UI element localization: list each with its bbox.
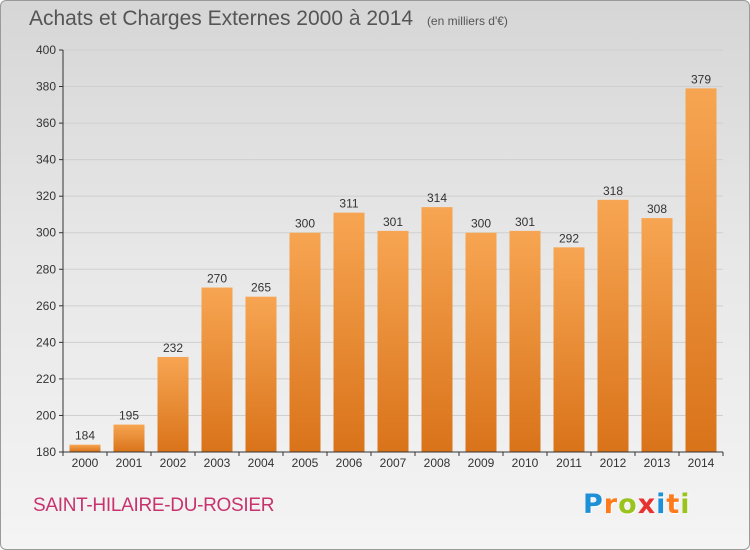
- bar-2007: [377, 230, 409, 452]
- y-tick-label: 340: [36, 153, 56, 167]
- data-label: 300: [471, 217, 491, 231]
- data-label: 232: [163, 341, 183, 355]
- bar-2005: [289, 232, 321, 452]
- x-tick-label: 2012: [600, 456, 627, 470]
- x-tick-label: 2002: [160, 456, 187, 470]
- x-tick-label: 2005: [292, 456, 319, 470]
- chart-unit: (en milliers d'€): [426, 14, 508, 28]
- x-tick-label: 2011: [556, 456, 582, 470]
- data-label: 301: [383, 215, 403, 229]
- logo-letter: r: [603, 489, 619, 520]
- y-tick-label: 320: [36, 189, 56, 203]
- data-labels: 184 195 232 270 265 300 311 301 314 300 301 292 318 3…: [75, 72, 711, 442]
- x-tick-label: 2008: [424, 456, 451, 470]
- x-tick-label: 2000: [72, 456, 99, 470]
- bar-2004: [245, 296, 277, 452]
- y-tick-label: 220: [36, 372, 56, 386]
- proxiti-logo: Proxiti: [583, 489, 691, 520]
- bar-2014: [685, 88, 717, 452]
- data-label: 195: [119, 409, 139, 423]
- data-label: 318: [603, 184, 623, 198]
- bar-2013: [641, 218, 673, 452]
- bar-2003: [201, 287, 233, 452]
- y-tick-label: 380: [36, 80, 56, 94]
- bar-2008: [421, 207, 453, 452]
- data-label: 308: [647, 202, 667, 216]
- data-label: 301: [515, 215, 535, 229]
- logo-letter: P: [583, 489, 604, 520]
- y-tick-label: 280: [36, 262, 56, 276]
- x-tick-label: 2007: [380, 456, 407, 470]
- data-label: 292: [559, 231, 579, 245]
- y-tick-label: 240: [36, 335, 56, 349]
- bar-2002: [157, 356, 189, 452]
- y-tick-label: 300: [36, 226, 56, 240]
- axes: 180 200 220 240 260 280 300 320 340 360 380 400 2000…: [36, 43, 724, 470]
- bar-2000: [69, 444, 101, 452]
- bar-2001: [113, 424, 145, 452]
- bars: [69, 88, 717, 452]
- x-tick-label: 2006: [336, 456, 363, 470]
- logo-letter: o: [618, 489, 638, 520]
- data-label: 379: [691, 72, 711, 86]
- bar-2009: [465, 232, 497, 452]
- logo-letter: x: [637, 489, 657, 520]
- bar-2006: [333, 212, 365, 452]
- bar-2010: [509, 230, 541, 452]
- y-tick-label: 400: [36, 43, 56, 57]
- data-label: 184: [75, 429, 95, 443]
- data-label: 300: [295, 217, 315, 231]
- commune-name: SAINT-HILAIRE-DU-ROSIER: [33, 495, 275, 516]
- x-tick-label: 2010: [512, 456, 539, 470]
- x-tick-label: 2004: [248, 456, 275, 470]
- x-tick-label: 2013: [644, 456, 671, 470]
- logo-letter: i: [680, 489, 691, 520]
- chart-title: Achats et Charges Externes 2000 à 2014: [29, 7, 414, 30]
- bar-2012: [597, 199, 629, 452]
- logo-letter: t: [666, 489, 681, 520]
- y-tick-label: 200: [36, 408, 56, 422]
- data-label: 265: [251, 281, 271, 295]
- y-tick-label: 180: [36, 445, 56, 459]
- data-label: 314: [427, 191, 447, 205]
- x-tick-label: 2009: [468, 456, 495, 470]
- y-tick-label: 360: [36, 116, 56, 130]
- bar-2011: [553, 247, 585, 452]
- chart-title-block: Achats et Charges Externes 2000 à 2014 (…: [29, 7, 508, 31]
- data-label: 311: [339, 197, 358, 211]
- x-tick-label: 2014: [688, 456, 715, 470]
- x-tick-label: 2003: [204, 456, 231, 470]
- y-tick-label: 260: [36, 299, 56, 313]
- x-tick-label: 2001: [116, 456, 143, 470]
- logo-letter: i: [656, 489, 667, 520]
- data-label: 270: [207, 272, 227, 286]
